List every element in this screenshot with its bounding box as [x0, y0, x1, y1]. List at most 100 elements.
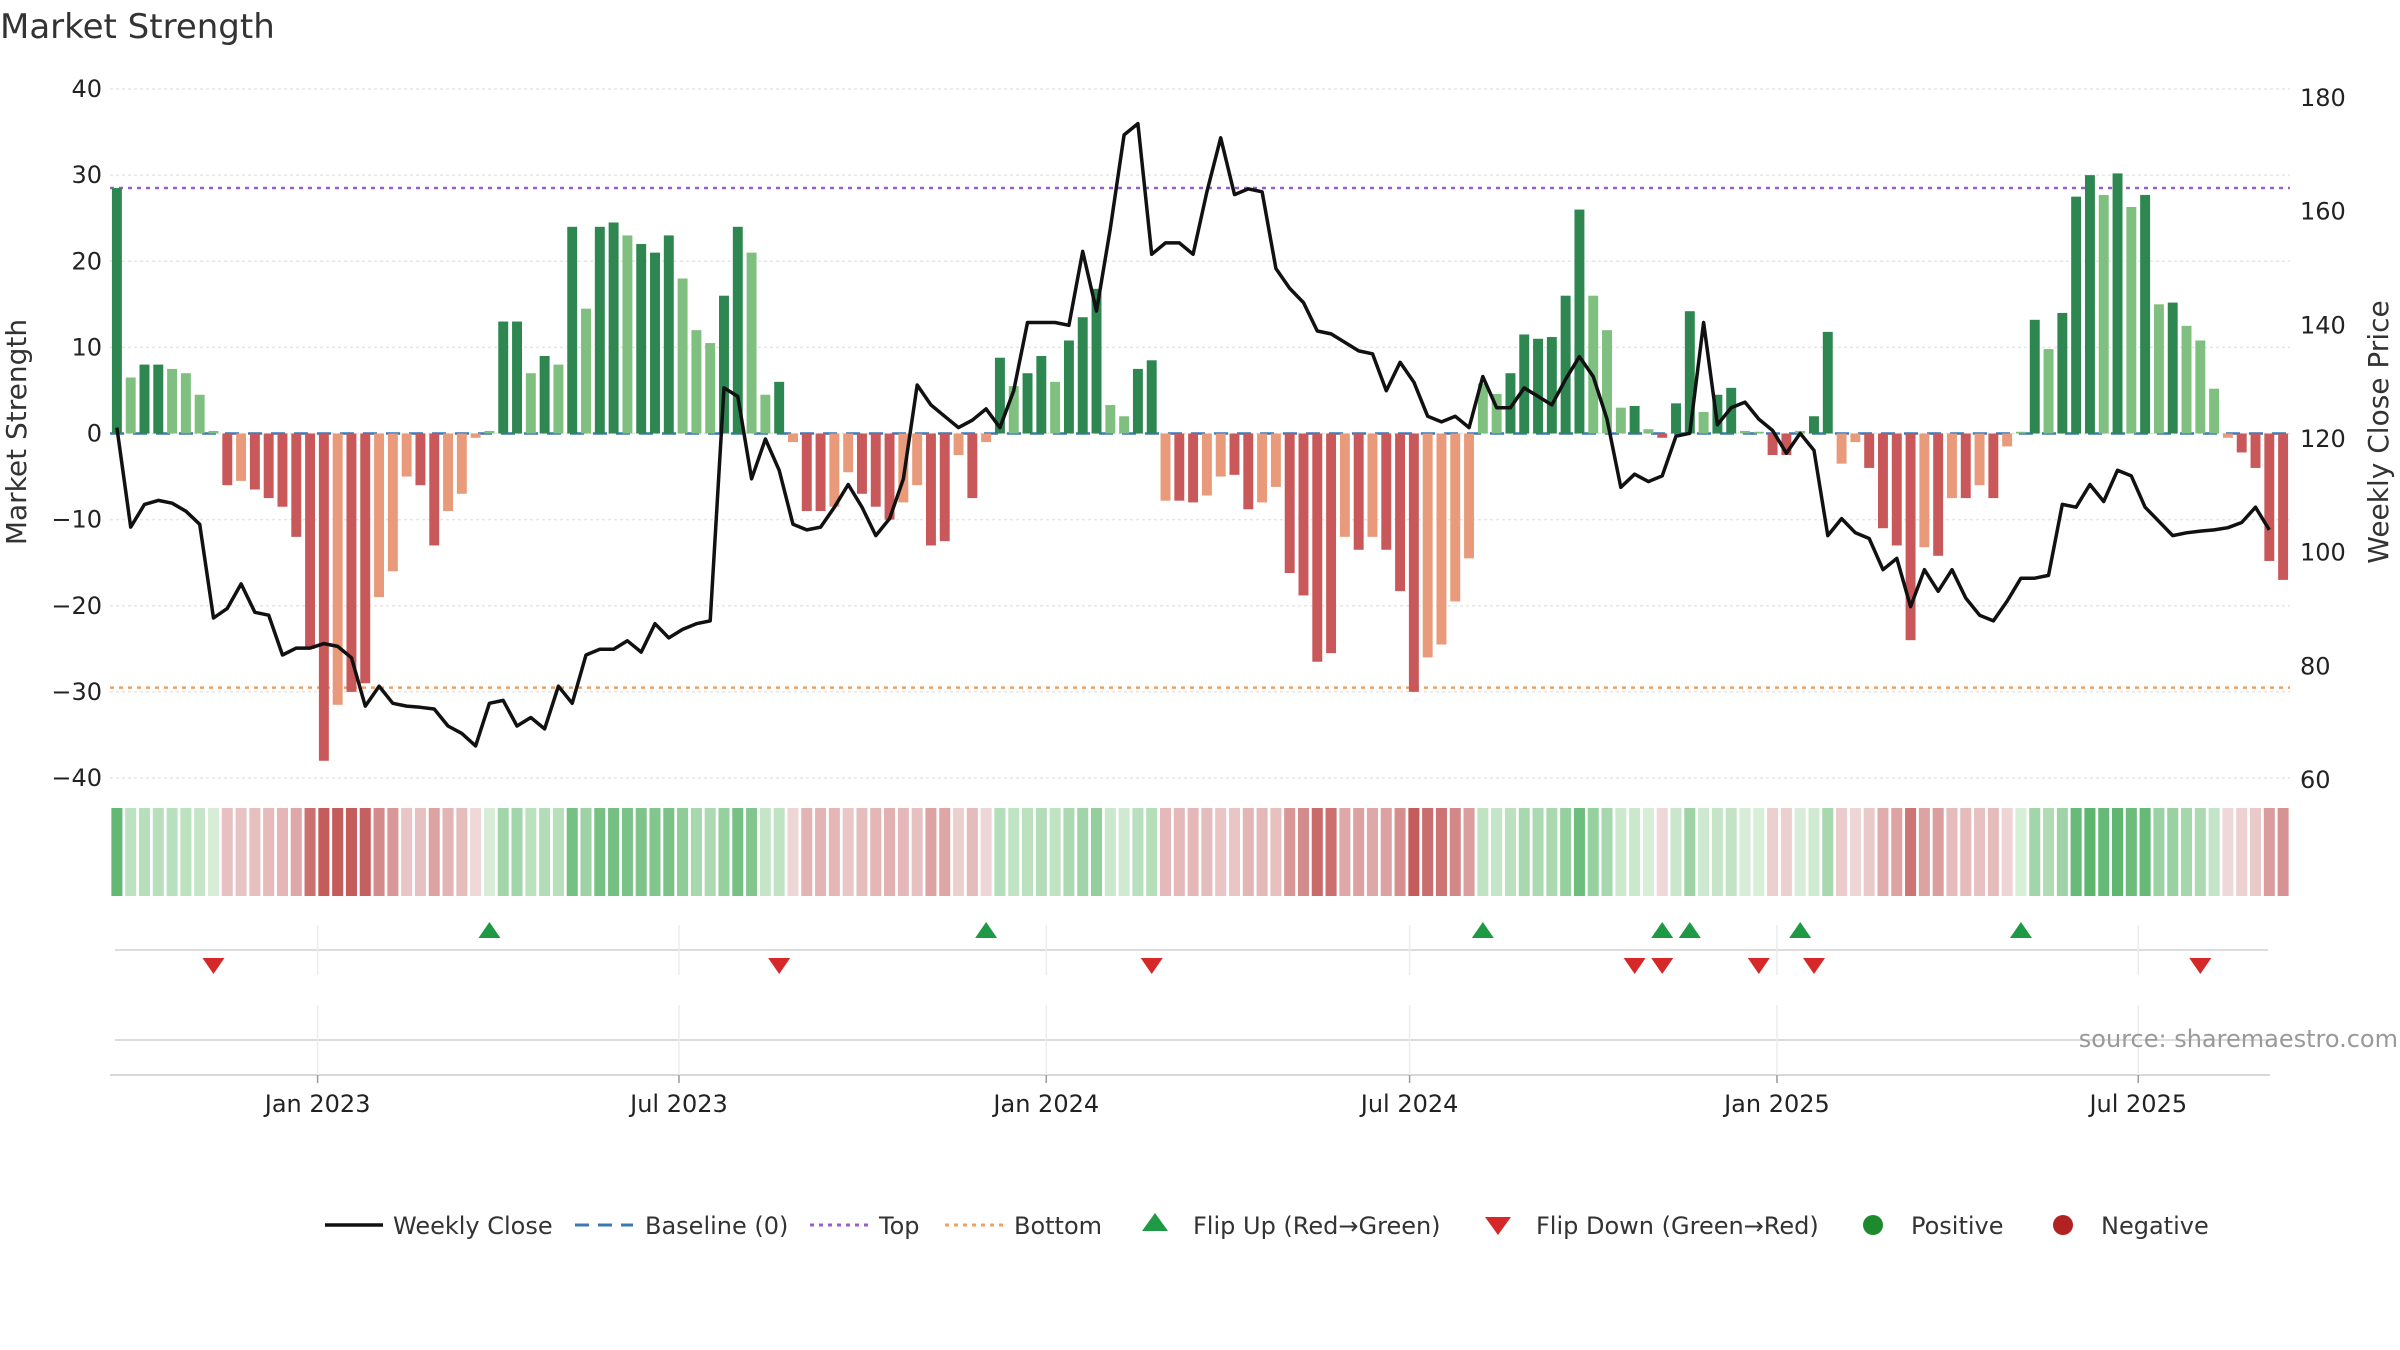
strip-cell — [1877, 808, 1889, 896]
strip-cell — [1118, 808, 1130, 896]
strength-bar — [1008, 386, 1019, 434]
strength-bar — [801, 433, 812, 512]
strength-bar — [374, 433, 385, 598]
strip-cell — [1422, 808, 1434, 896]
strength-bar — [705, 343, 716, 434]
strip-cell — [1435, 808, 1447, 896]
legend-item: Bottom — [945, 1212, 1102, 1240]
strength-bar — [567, 226, 578, 434]
strip-cell — [773, 808, 785, 896]
strength-bar — [1753, 431, 1764, 434]
strip-cell — [1353, 808, 1365, 896]
strip-cell — [1642, 808, 1654, 896]
strength-bar — [553, 364, 564, 434]
strength-bar — [498, 321, 509, 434]
strength-bar — [1726, 387, 1737, 434]
strip-cell — [1035, 808, 1047, 896]
strip-cell — [1587, 808, 1599, 896]
strength-bar — [608, 222, 619, 434]
strip-cell — [2001, 808, 2013, 896]
strip-cell — [1960, 808, 1972, 896]
strength-bar — [1698, 411, 1709, 434]
strip-cell — [552, 808, 564, 896]
x-tick-label: Jul 2024 — [1359, 1090, 1459, 1118]
strip-cell — [1284, 808, 1296, 896]
legend-item: Flip Down (Green→Red) — [1485, 1212, 1819, 1240]
flip-up-marker — [1789, 922, 1812, 938]
strip-cell — [2029, 808, 2041, 896]
strip-cell — [966, 808, 978, 896]
legend-label: Flip Up (Red→Green) — [1193, 1212, 1441, 1240]
strip-cell — [1629, 808, 1641, 896]
strip-cell — [1022, 808, 1034, 896]
strip-cell — [1201, 808, 1213, 896]
legend-swatch-negative — [2053, 1215, 2073, 1235]
strength-bar — [456, 433, 467, 494]
strength-bar — [981, 433, 992, 443]
strength-bar — [2084, 175, 2095, 434]
strip-cell — [235, 808, 247, 896]
flip-down-marker — [768, 958, 791, 974]
strength-bar — [346, 433, 357, 692]
strip-cell — [1767, 808, 1779, 896]
legend-swatch-flip-up — [1142, 1213, 1168, 1231]
legend-label: Baseline (0) — [645, 1212, 788, 1240]
legend-item: Negative — [2053, 1212, 2209, 1240]
strength-bar — [443, 433, 454, 512]
y-tick-label: −30 — [51, 678, 102, 706]
y-tick-label: 20 — [71, 247, 102, 275]
flip-up-marker — [478, 922, 501, 938]
strip-cell — [1394, 808, 1406, 896]
strip-cell — [483, 808, 495, 896]
strength-bar — [1974, 433, 1985, 486]
strip-cell — [401, 808, 413, 896]
strip-cell — [746, 808, 758, 896]
strip-cell — [828, 808, 840, 896]
strength-bar — [1960, 433, 1971, 499]
strength-bar — [1077, 317, 1088, 434]
strength-bar — [2153, 304, 2164, 434]
strip-cell — [207, 808, 219, 896]
strength-bar — [1312, 433, 1323, 662]
strip-cell — [2181, 808, 2193, 896]
legend-label: Positive — [1911, 1212, 2004, 1240]
strip-cell — [442, 808, 454, 896]
strip-cell — [1836, 808, 1848, 896]
strength-bar — [1284, 433, 1295, 574]
legend-label: Bottom — [1014, 1212, 1102, 1240]
strip-cell — [1546, 808, 1558, 896]
strip-cell — [621, 808, 633, 896]
strength-bar — [2112, 173, 2123, 434]
strip-cell — [1532, 808, 1544, 896]
strength-bar — [912, 433, 923, 486]
strip-cell — [318, 808, 330, 896]
strip-cell — [166, 808, 178, 896]
strip-cell — [2194, 808, 2206, 896]
legend-label: Flip Down (Green→Red) — [1536, 1212, 1819, 1240]
legend-item: Top — [810, 1212, 920, 1240]
strength-bar — [1919, 433, 1930, 548]
strength-bar — [677, 278, 688, 434]
strength-bar — [1257, 433, 1268, 503]
strength-bar — [622, 235, 633, 434]
strip-cell — [2167, 808, 2179, 896]
strength-bar — [249, 433, 260, 490]
legend-label: Negative — [2101, 1212, 2209, 1240]
strip-cell — [677, 808, 689, 896]
strength-bar — [1588, 295, 1599, 434]
strength-bar — [1243, 433, 1254, 510]
strength-bar — [2140, 194, 2151, 434]
strength-bar — [1477, 383, 1488, 434]
strip-cell — [580, 808, 592, 896]
strip-cell — [1270, 808, 1282, 896]
legend-swatch-positive — [1863, 1215, 1883, 1235]
strip-cell — [1380, 808, 1392, 896]
strength-bar — [2250, 433, 2261, 468]
strip-cell — [497, 808, 509, 896]
strength-bar — [1326, 433, 1337, 654]
strength-bar — [760, 394, 771, 434]
strip-cell — [525, 808, 537, 896]
x-tick-label: Jul 2025 — [2087, 1090, 2187, 1118]
flip-up-marker — [2009, 922, 2032, 938]
strength-bar — [2071, 196, 2082, 434]
